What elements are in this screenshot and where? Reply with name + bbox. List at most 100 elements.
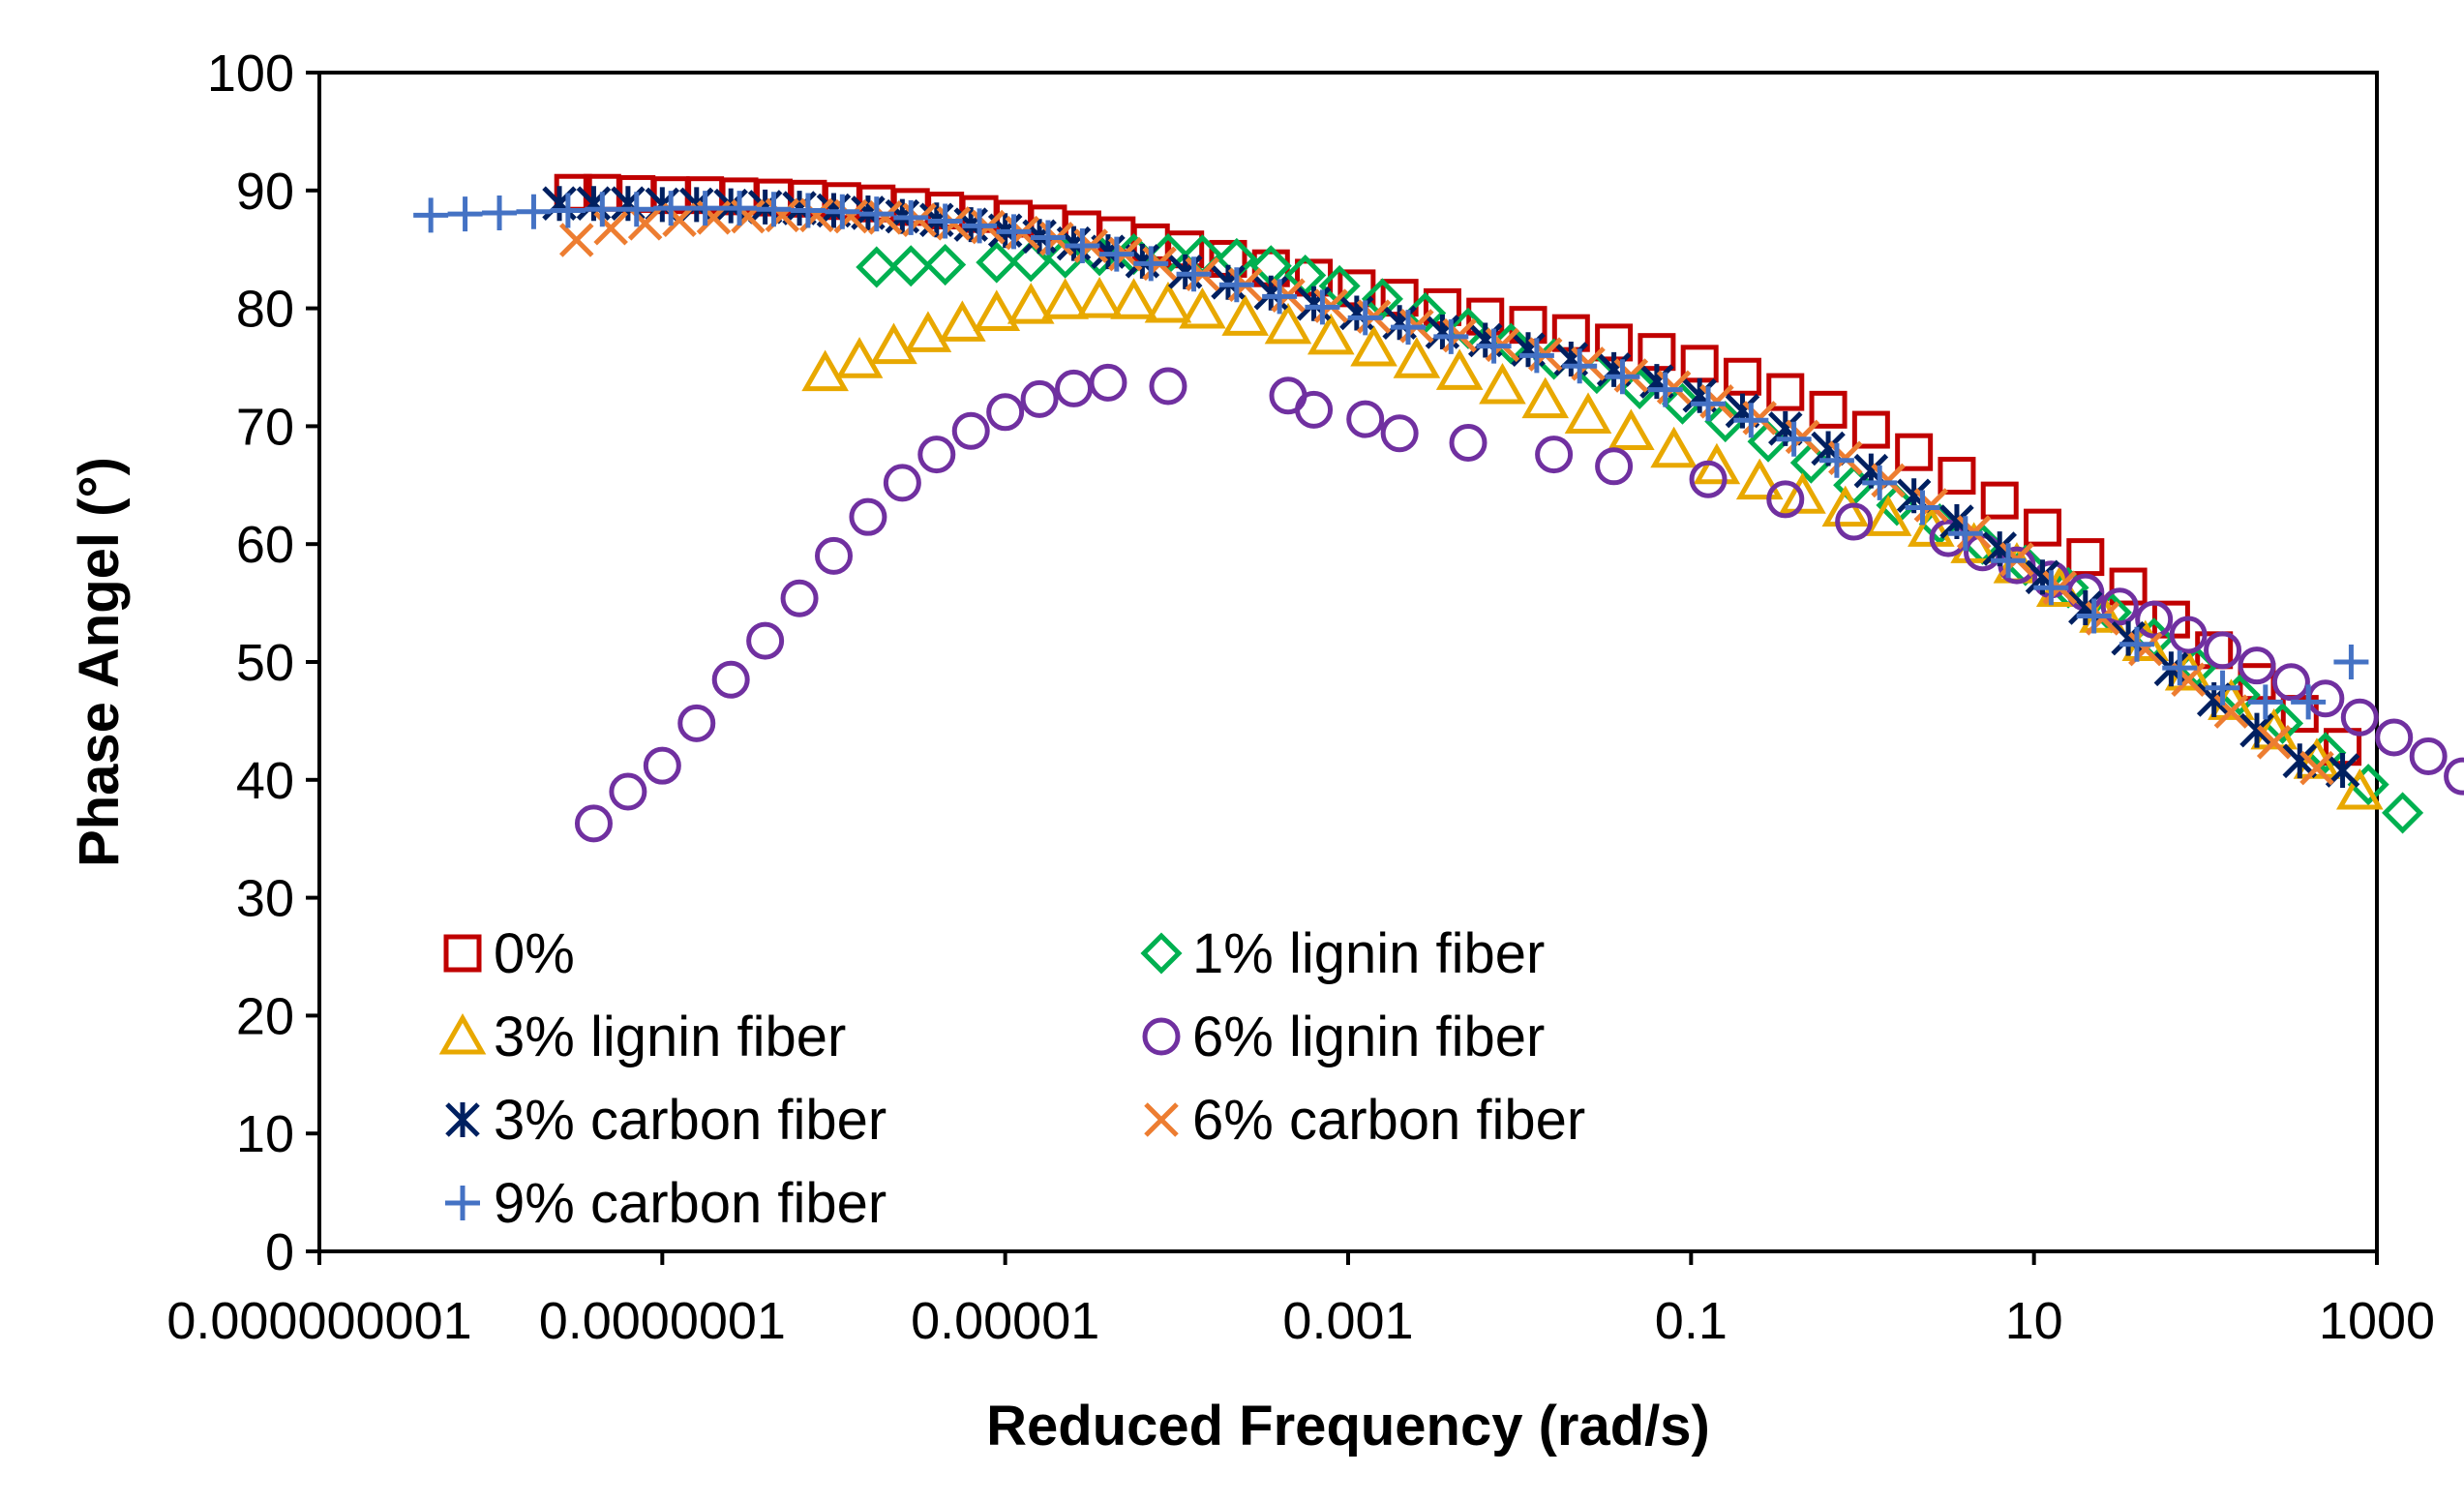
data-point xyxy=(856,246,898,288)
data-point xyxy=(2109,567,2148,606)
data-point xyxy=(1862,465,1898,500)
x-axis-title: Reduced Frequency (rad/s) xyxy=(986,1395,1710,1458)
data-point xyxy=(2282,743,2318,779)
x-axis-ticks: 0.000000001 0.0000001 0.00001 0.001 0.1 10 100… xyxy=(166,1251,2435,1350)
data-point xyxy=(2100,587,2139,626)
data-point xyxy=(574,804,613,843)
y-tick-label: 20 xyxy=(236,987,294,1045)
data-point xyxy=(1449,423,1487,462)
data-point xyxy=(1262,279,1298,315)
y-tick-label: 0 xyxy=(265,1223,294,1281)
data-point xyxy=(1435,348,1484,390)
data-point xyxy=(2205,670,2240,706)
legend-marker xyxy=(443,934,482,973)
data-point xyxy=(2409,736,2448,775)
data-point xyxy=(1938,457,1976,496)
data-point xyxy=(780,579,819,617)
data-point xyxy=(2118,626,2154,662)
data-point xyxy=(1030,220,1066,256)
y-tick-label: 50 xyxy=(236,634,294,692)
data-point xyxy=(1647,372,1683,407)
x-tick-label: 1000 xyxy=(2319,1292,2435,1350)
y-tick-label: 100 xyxy=(207,45,294,103)
data-point xyxy=(1691,386,1727,422)
data-point xyxy=(2204,631,2242,670)
data-point xyxy=(883,464,921,502)
data-point xyxy=(1264,302,1312,345)
legend-item: 0% xyxy=(443,922,575,985)
data-point xyxy=(973,289,1021,331)
data-point xyxy=(2238,646,2276,685)
legend-item: 1% lignin fiber xyxy=(1140,922,1545,985)
data-point xyxy=(1346,400,1385,438)
data-point xyxy=(1307,313,1355,355)
legend: 0% 1% lignin fiber 3% lignin fiber 6% ligni… xyxy=(438,922,1585,1235)
data-point xyxy=(1776,421,1812,457)
data-point xyxy=(1564,392,1612,434)
legend-marker xyxy=(445,1102,480,1137)
data-point xyxy=(2024,508,2062,547)
data-point xyxy=(1007,283,1055,324)
data-point xyxy=(677,704,716,742)
data-point xyxy=(2375,718,2414,757)
data-point xyxy=(1098,236,1134,272)
data-point xyxy=(1380,414,1419,453)
data-point xyxy=(1318,264,1361,307)
data-point xyxy=(516,194,552,229)
data-point xyxy=(1305,289,1340,325)
data-point xyxy=(1393,337,1441,378)
data-point xyxy=(1350,324,1397,367)
data-point xyxy=(1347,300,1383,336)
data-point xyxy=(1089,363,1127,402)
data-point xyxy=(722,191,758,226)
data-point xyxy=(2256,725,2292,760)
data-point xyxy=(1595,447,1634,486)
data-point xyxy=(1735,458,1784,500)
data-point xyxy=(1864,495,1912,536)
legend-marker xyxy=(1144,1102,1179,1137)
data-point xyxy=(927,203,963,239)
data-point xyxy=(1133,246,1169,282)
y-tick-label: 10 xyxy=(236,1105,294,1163)
data-point xyxy=(1766,480,1805,519)
data-point xyxy=(2340,698,2379,736)
x-tick-label: 0.00001 xyxy=(911,1292,1099,1350)
data-point xyxy=(1179,286,1226,329)
x-tick-label: 0.0000001 xyxy=(539,1292,786,1350)
x-tick-label: 0.1 xyxy=(1655,1292,1728,1350)
legend-item: 6% lignin fiber xyxy=(1142,1006,1545,1068)
data-point xyxy=(1809,390,1848,429)
data-point xyxy=(558,223,594,257)
data-point xyxy=(1020,379,1059,418)
data-point xyxy=(1733,403,1769,438)
data-point xyxy=(904,311,952,352)
legend-item: 3% lignin fiber xyxy=(438,1006,846,1068)
x-tick-label: 0.001 xyxy=(1282,1292,1413,1350)
data-point xyxy=(996,214,1032,250)
data-point xyxy=(2333,645,2369,679)
data-point xyxy=(447,196,483,232)
data-point xyxy=(1991,543,2027,579)
y-tick-label: 70 xyxy=(236,398,294,456)
data-point xyxy=(1980,481,2019,520)
data-point xyxy=(1895,433,1934,471)
data-point xyxy=(962,208,998,244)
data-point xyxy=(618,192,654,227)
data-point xyxy=(653,191,689,226)
data-point xyxy=(2169,616,2208,654)
y-tick-label: 30 xyxy=(236,870,294,928)
data-point xyxy=(413,197,449,233)
data-point xyxy=(939,300,986,342)
data-point xyxy=(2291,684,2327,720)
data-point xyxy=(687,191,723,226)
legend-item: 6% carbon fiber xyxy=(1144,1089,1585,1152)
data-point xyxy=(1835,502,1874,541)
data-point xyxy=(858,196,894,232)
data-point xyxy=(870,322,917,365)
data-point xyxy=(1149,367,1187,406)
data-point xyxy=(1391,310,1427,346)
data-point xyxy=(951,411,990,450)
data-point xyxy=(1144,281,1192,323)
y-axis-title: Phase Angel (°) xyxy=(68,457,131,867)
data-point xyxy=(1065,228,1100,264)
